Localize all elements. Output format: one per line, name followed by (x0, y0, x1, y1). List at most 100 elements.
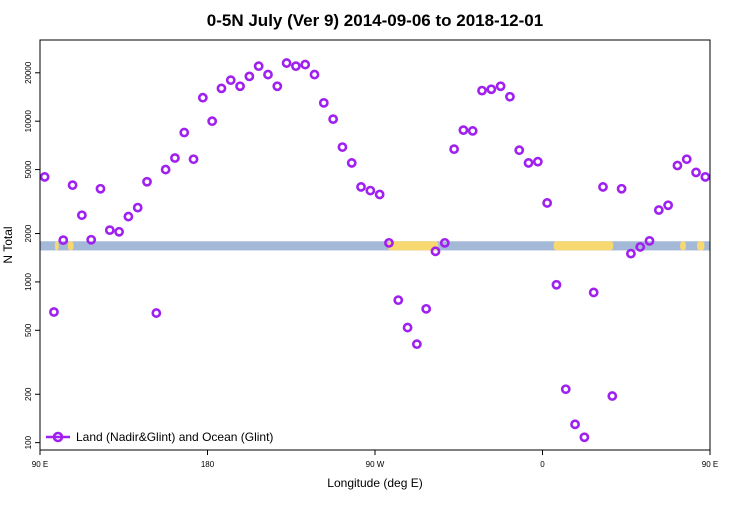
x-tick-label: 90 E (702, 460, 718, 469)
data-point (197, 92, 208, 103)
data-point (179, 127, 190, 138)
data-point (411, 339, 422, 350)
data-point (514, 145, 525, 156)
data-point (337, 142, 348, 152)
data-point (393, 295, 404, 306)
data-point (76, 210, 87, 221)
data-point (616, 183, 627, 194)
data-point (449, 144, 459, 155)
x-axis: 90 E 180 90 W 0 90 E (32, 450, 718, 469)
data-point (244, 71, 255, 82)
data-point (402, 322, 413, 333)
y-tick-label: 2000 (24, 224, 33, 242)
data-point (626, 248, 636, 259)
data-point (188, 154, 199, 165)
data-point (235, 81, 245, 92)
data-point (58, 235, 69, 246)
data-point (384, 237, 394, 248)
data-point (532, 156, 543, 167)
data-point (114, 226, 124, 237)
data-point (467, 126, 478, 136)
data-point (160, 164, 171, 175)
y-tick-label: 20000 (24, 61, 33, 84)
data-point (551, 279, 562, 290)
data-point (523, 158, 534, 168)
x-axis-label: Longitude (deg E) (327, 476, 422, 490)
data-point (588, 287, 599, 298)
x-tick-label: 0 (540, 460, 545, 469)
data-point (318, 97, 329, 108)
land-segment (54, 241, 59, 251)
data-point (672, 160, 683, 171)
land-segment (696, 241, 705, 251)
y-tick-label: 5000 (24, 160, 33, 178)
data-point (542, 198, 553, 208)
legend-label: Land (Nadir&Glint) and Ocean (Glint) (76, 430, 273, 444)
y-tick-label: 1000 (24, 272, 33, 290)
data-point (635, 242, 646, 252)
chart-title: 0-5N July (Ver 9) 2014-09-06 to 2018-12-… (207, 11, 543, 30)
data-point (142, 176, 152, 187)
surface-band (40, 241, 710, 251)
data-point (430, 246, 441, 257)
x-tick-label: 90 E (32, 460, 48, 469)
data-point (365, 185, 376, 196)
data-point (49, 307, 59, 317)
data-point (123, 211, 134, 222)
data-point (356, 182, 366, 192)
data-point (291, 61, 301, 72)
data-point (281, 58, 292, 68)
data-point (607, 391, 618, 401)
data-point (663, 200, 674, 211)
data-point (579, 432, 590, 443)
data-point (700, 172, 711, 182)
ocean-band (40, 241, 710, 251)
y-tick-label: 10000 (24, 110, 33, 133)
y-tick-label: 100 (24, 435, 33, 449)
data-point (560, 384, 571, 395)
y-axis-label: N Total (1, 226, 15, 263)
data-point (691, 167, 701, 178)
data-point (151, 308, 162, 318)
data-point (207, 116, 218, 127)
data-point (495, 81, 506, 92)
land-segment (553, 241, 614, 251)
data-point (67, 180, 78, 191)
data-point (644, 235, 655, 246)
x-tick-label: 180 (201, 460, 215, 469)
land-segment (680, 241, 686, 251)
data-point (300, 59, 311, 70)
data-point (328, 114, 339, 125)
data-point (570, 419, 580, 430)
data-point (216, 83, 227, 94)
data-point (39, 172, 50, 182)
legend-marker (52, 431, 64, 443)
data-point (263, 69, 273, 80)
data-point (458, 125, 469, 136)
data-point (95, 183, 106, 194)
y-axis: 100 200 500 1000 2000 5000 10000 20000 (24, 61, 40, 449)
data-point (477, 85, 487, 96)
data-point (104, 225, 115, 236)
land-segment (67, 241, 74, 251)
data-point (132, 202, 143, 213)
data-point (346, 158, 357, 168)
data-point (486, 84, 497, 95)
x-tick-label: 90 W (366, 460, 385, 469)
data-point (253, 61, 264, 72)
data-point (598, 182, 608, 192)
land-segment (388, 241, 439, 251)
data-point (272, 81, 283, 92)
data-point (225, 75, 236, 86)
data-point (86, 234, 97, 245)
data-point (505, 91, 515, 102)
data-point (681, 154, 692, 165)
data-point (653, 205, 664, 215)
data-point (421, 303, 432, 314)
data-point (374, 189, 385, 200)
data-point (309, 69, 320, 80)
data-point (439, 237, 450, 248)
legend: Land (Nadir&Glint) and Ocean (Glint) (46, 430, 273, 444)
data-points (39, 58, 711, 443)
